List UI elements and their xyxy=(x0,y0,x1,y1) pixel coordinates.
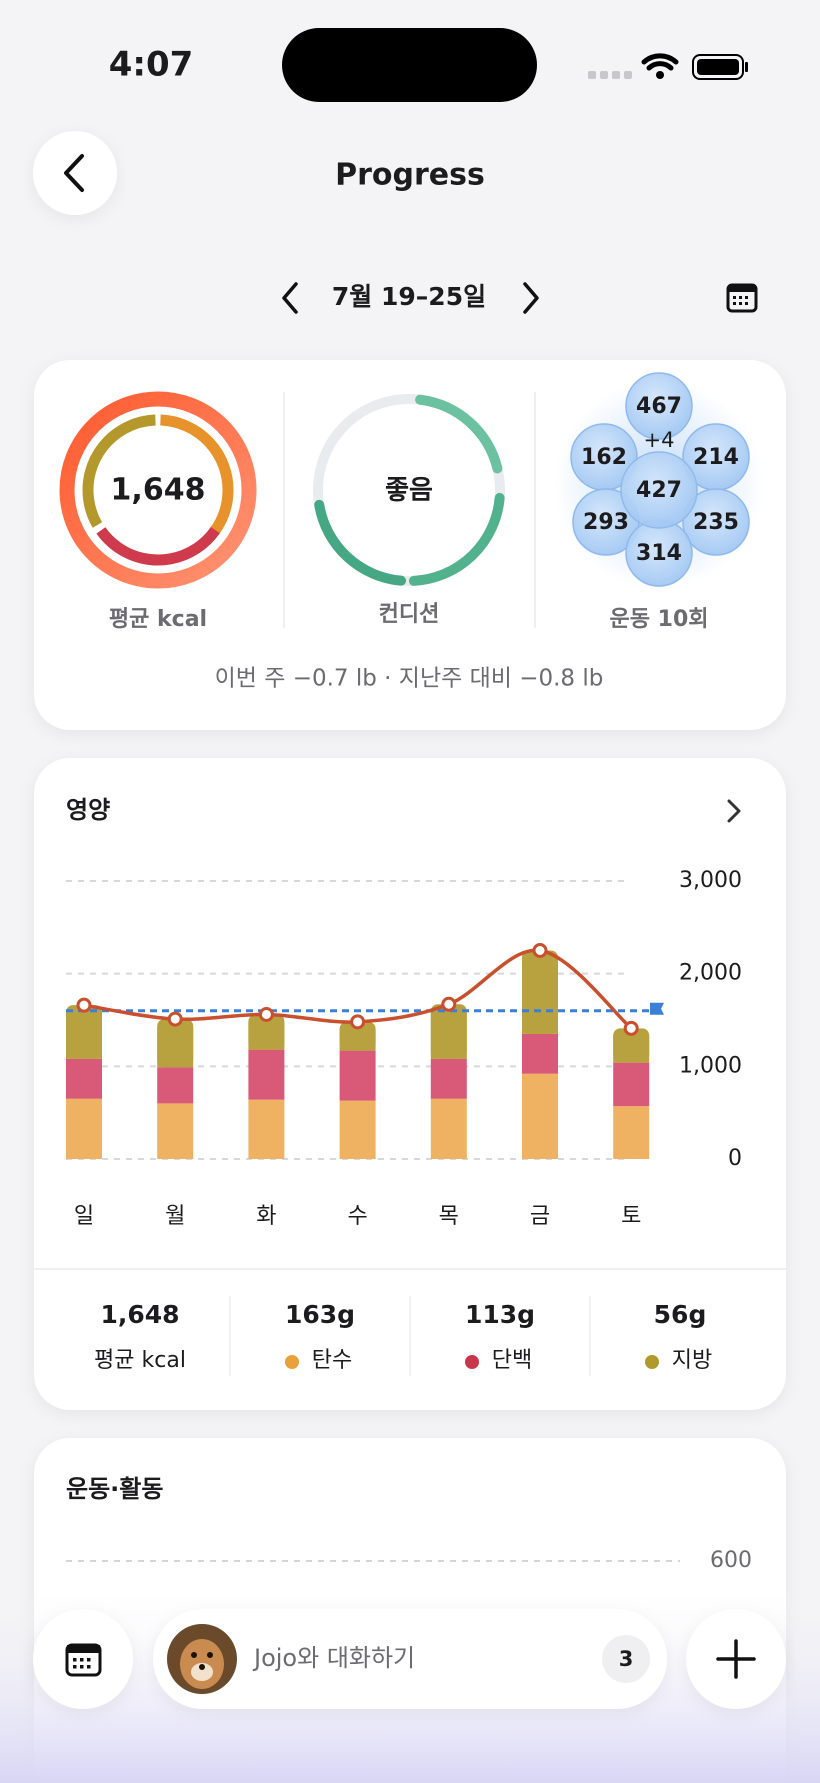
y-tick-label: 2,000 xyxy=(679,961,742,986)
line-point xyxy=(441,996,457,1012)
y-tick-label: 3,000 xyxy=(679,868,742,893)
section-title: 영양 xyxy=(66,796,110,824)
bubble-label: +4 xyxy=(644,428,675,452)
bar-segment-fill xyxy=(613,1036,650,1063)
stat-icon xyxy=(645,1355,659,1369)
bar-segment xyxy=(430,1098,467,1159)
bubble xyxy=(682,488,750,556)
bar-segment xyxy=(66,1058,102,1099)
stat-label: 지방 xyxy=(672,1348,712,1373)
avatar xyxy=(167,1624,237,1694)
bar-segment xyxy=(522,1033,558,1074)
bar-segment xyxy=(157,1103,194,1159)
add-icon xyxy=(716,1639,756,1679)
calendar-button[interactable] xyxy=(726,283,758,313)
back-button[interactable] xyxy=(33,131,117,215)
stat-icon xyxy=(285,1355,299,1369)
stat-value: 1,648 xyxy=(100,1300,179,1329)
nutrition-chart: 0 1,000 2,000 3,000 일 월 화 수 목 금 토 xyxy=(66,868,742,1229)
bubble-label: 162 xyxy=(581,445,627,470)
x-tick-label: 목 xyxy=(439,1204,459,1229)
x-tick-label: 월 xyxy=(165,1204,185,1229)
nutrition-stats: 1,648 평균 kcal 163g 탄수 113g 단백 56g 지방 xyxy=(94,1296,712,1376)
bar-segment xyxy=(339,1100,376,1159)
calorie-label: 평균 kcal xyxy=(109,607,207,632)
x-tick-label: 토 xyxy=(621,1204,641,1229)
bubble-label: 314 xyxy=(636,541,682,566)
bubble-label: 467 xyxy=(636,394,682,419)
chat-input[interactable] xyxy=(153,1609,667,1709)
back-icon xyxy=(64,154,84,192)
bubble xyxy=(620,451,698,529)
stat-value: 163g xyxy=(285,1300,355,1329)
more-button[interactable] xyxy=(727,799,741,823)
bubble-label: 214 xyxy=(693,445,739,470)
bar-segment xyxy=(66,1098,102,1159)
status-icons xyxy=(588,53,748,80)
bar-segment xyxy=(613,1062,650,1107)
stat-label: 단백 xyxy=(492,1348,532,1373)
page-title: Progress xyxy=(335,158,485,193)
bar-segment-fill xyxy=(522,958,558,1034)
x-tick-label: 일 xyxy=(74,1204,94,1229)
next-week[interactable] xyxy=(523,282,539,314)
bar-segment-fill xyxy=(339,1029,376,1051)
nutrition-card xyxy=(34,758,786,1410)
stat-label: 탄수 xyxy=(312,1348,352,1373)
line-point xyxy=(258,1006,274,1022)
bar-segment xyxy=(248,1099,285,1159)
calorie-ring xyxy=(59,391,257,589)
week-label: 7월 19–25일 xyxy=(332,282,486,311)
calendar-icon xyxy=(65,1643,102,1677)
x-tick-label: 금 xyxy=(530,1204,550,1229)
line-point xyxy=(532,943,548,958)
dynamic-island xyxy=(282,28,537,102)
stat-label: 평균 kcal xyxy=(94,1348,186,1373)
weight-note: 이번 주 −0.7 lb · 지난주 대비 −0.8 lb xyxy=(215,666,604,692)
badge xyxy=(602,1635,650,1683)
stat-value: 113g xyxy=(465,1300,535,1329)
line-point xyxy=(167,1011,183,1027)
bar-segment-fill xyxy=(430,1012,467,1059)
condition-value: 좋음 xyxy=(385,476,433,506)
bubble-label: 293 xyxy=(583,510,629,535)
bar-segment xyxy=(430,1058,467,1099)
badge-count: 3 xyxy=(619,1647,634,1671)
bar-segment xyxy=(339,1050,376,1101)
condition-ring xyxy=(313,394,505,586)
line-point xyxy=(76,997,92,1013)
y-tick-label: 0 xyxy=(728,1146,742,1171)
bubble-label: 427 xyxy=(636,478,682,503)
bubble xyxy=(625,372,693,440)
line-point xyxy=(350,1014,366,1030)
bar-segment xyxy=(248,1049,285,1100)
status-time: 4:07 xyxy=(109,45,194,85)
y-tick-label: 600 xyxy=(710,1548,752,1573)
x-tick-label: 수 xyxy=(347,1204,367,1229)
stat-value: 56g xyxy=(654,1300,707,1329)
bubble-label: 235 xyxy=(693,510,739,535)
y-tick-label: 1,000 xyxy=(679,1053,742,1078)
line-point xyxy=(623,1020,639,1036)
stat-icon xyxy=(465,1355,479,1369)
calorie-value: 1,648 xyxy=(111,473,206,508)
condition-label: 컨디션 xyxy=(379,602,440,627)
exercise-label: 운동 10회 xyxy=(610,607,709,632)
bar-segment xyxy=(522,1073,558,1159)
exercise-bubbles: 467 +4 162 214 427 293 235 314 xyxy=(570,372,750,587)
x-tick-label: 화 xyxy=(256,1204,276,1229)
section-title: 운동·활동 xyxy=(66,1475,163,1503)
bar-segment-fill xyxy=(248,1022,285,1050)
bar-segment-fill xyxy=(157,1027,194,1068)
bar-segment-fill xyxy=(66,1013,102,1059)
chat-placeholder: Jojo와 대화하기 xyxy=(252,1644,415,1672)
target-flag xyxy=(650,1002,664,1015)
bar-segment xyxy=(157,1067,194,1104)
prev-week[interactable] xyxy=(282,282,298,314)
bar-segment xyxy=(613,1106,650,1159)
